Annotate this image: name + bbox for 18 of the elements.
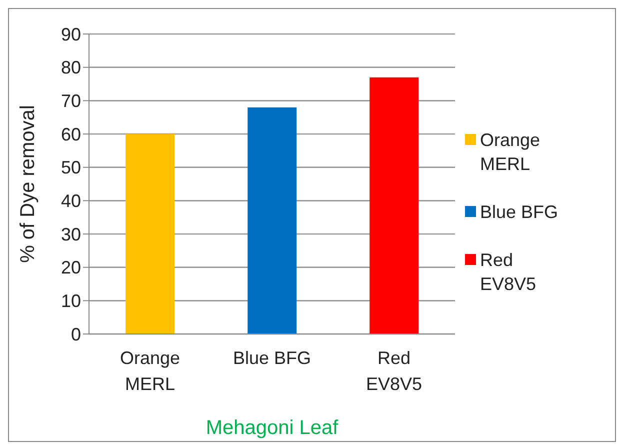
- y-tick-label: 0: [70, 324, 81, 344]
- x-tick-label: Orange MERL: [120, 348, 180, 394]
- legend-label: Red EV8V5: [480, 249, 536, 296]
- y-tick-label: 10: [60, 291, 81, 312]
- y-tick-label: 90: [60, 24, 81, 44]
- y-tick-label: 40: [60, 191, 81, 212]
- legend-label: Orange MERL: [480, 129, 540, 176]
- x-axis-title: Mehagoni Leaf: [206, 417, 339, 439]
- y-tick-label: 30: [60, 224, 81, 244]
- legend-label: Blue BFG: [480, 201, 558, 224]
- x-tick-label: Blue BFG: [232, 348, 312, 368]
- y-tick-label: 70: [60, 91, 81, 112]
- y-axis-title: % of Dye removal: [17, 105, 40, 263]
- y-tick-label: 60: [60, 124, 81, 144]
- y-tick-label: 80: [60, 58, 81, 78]
- y-tick-label: 50: [60, 158, 81, 178]
- x-tick-label: Red EV8V5: [366, 348, 422, 394]
- y-tick-label: 20: [60, 258, 81, 278]
